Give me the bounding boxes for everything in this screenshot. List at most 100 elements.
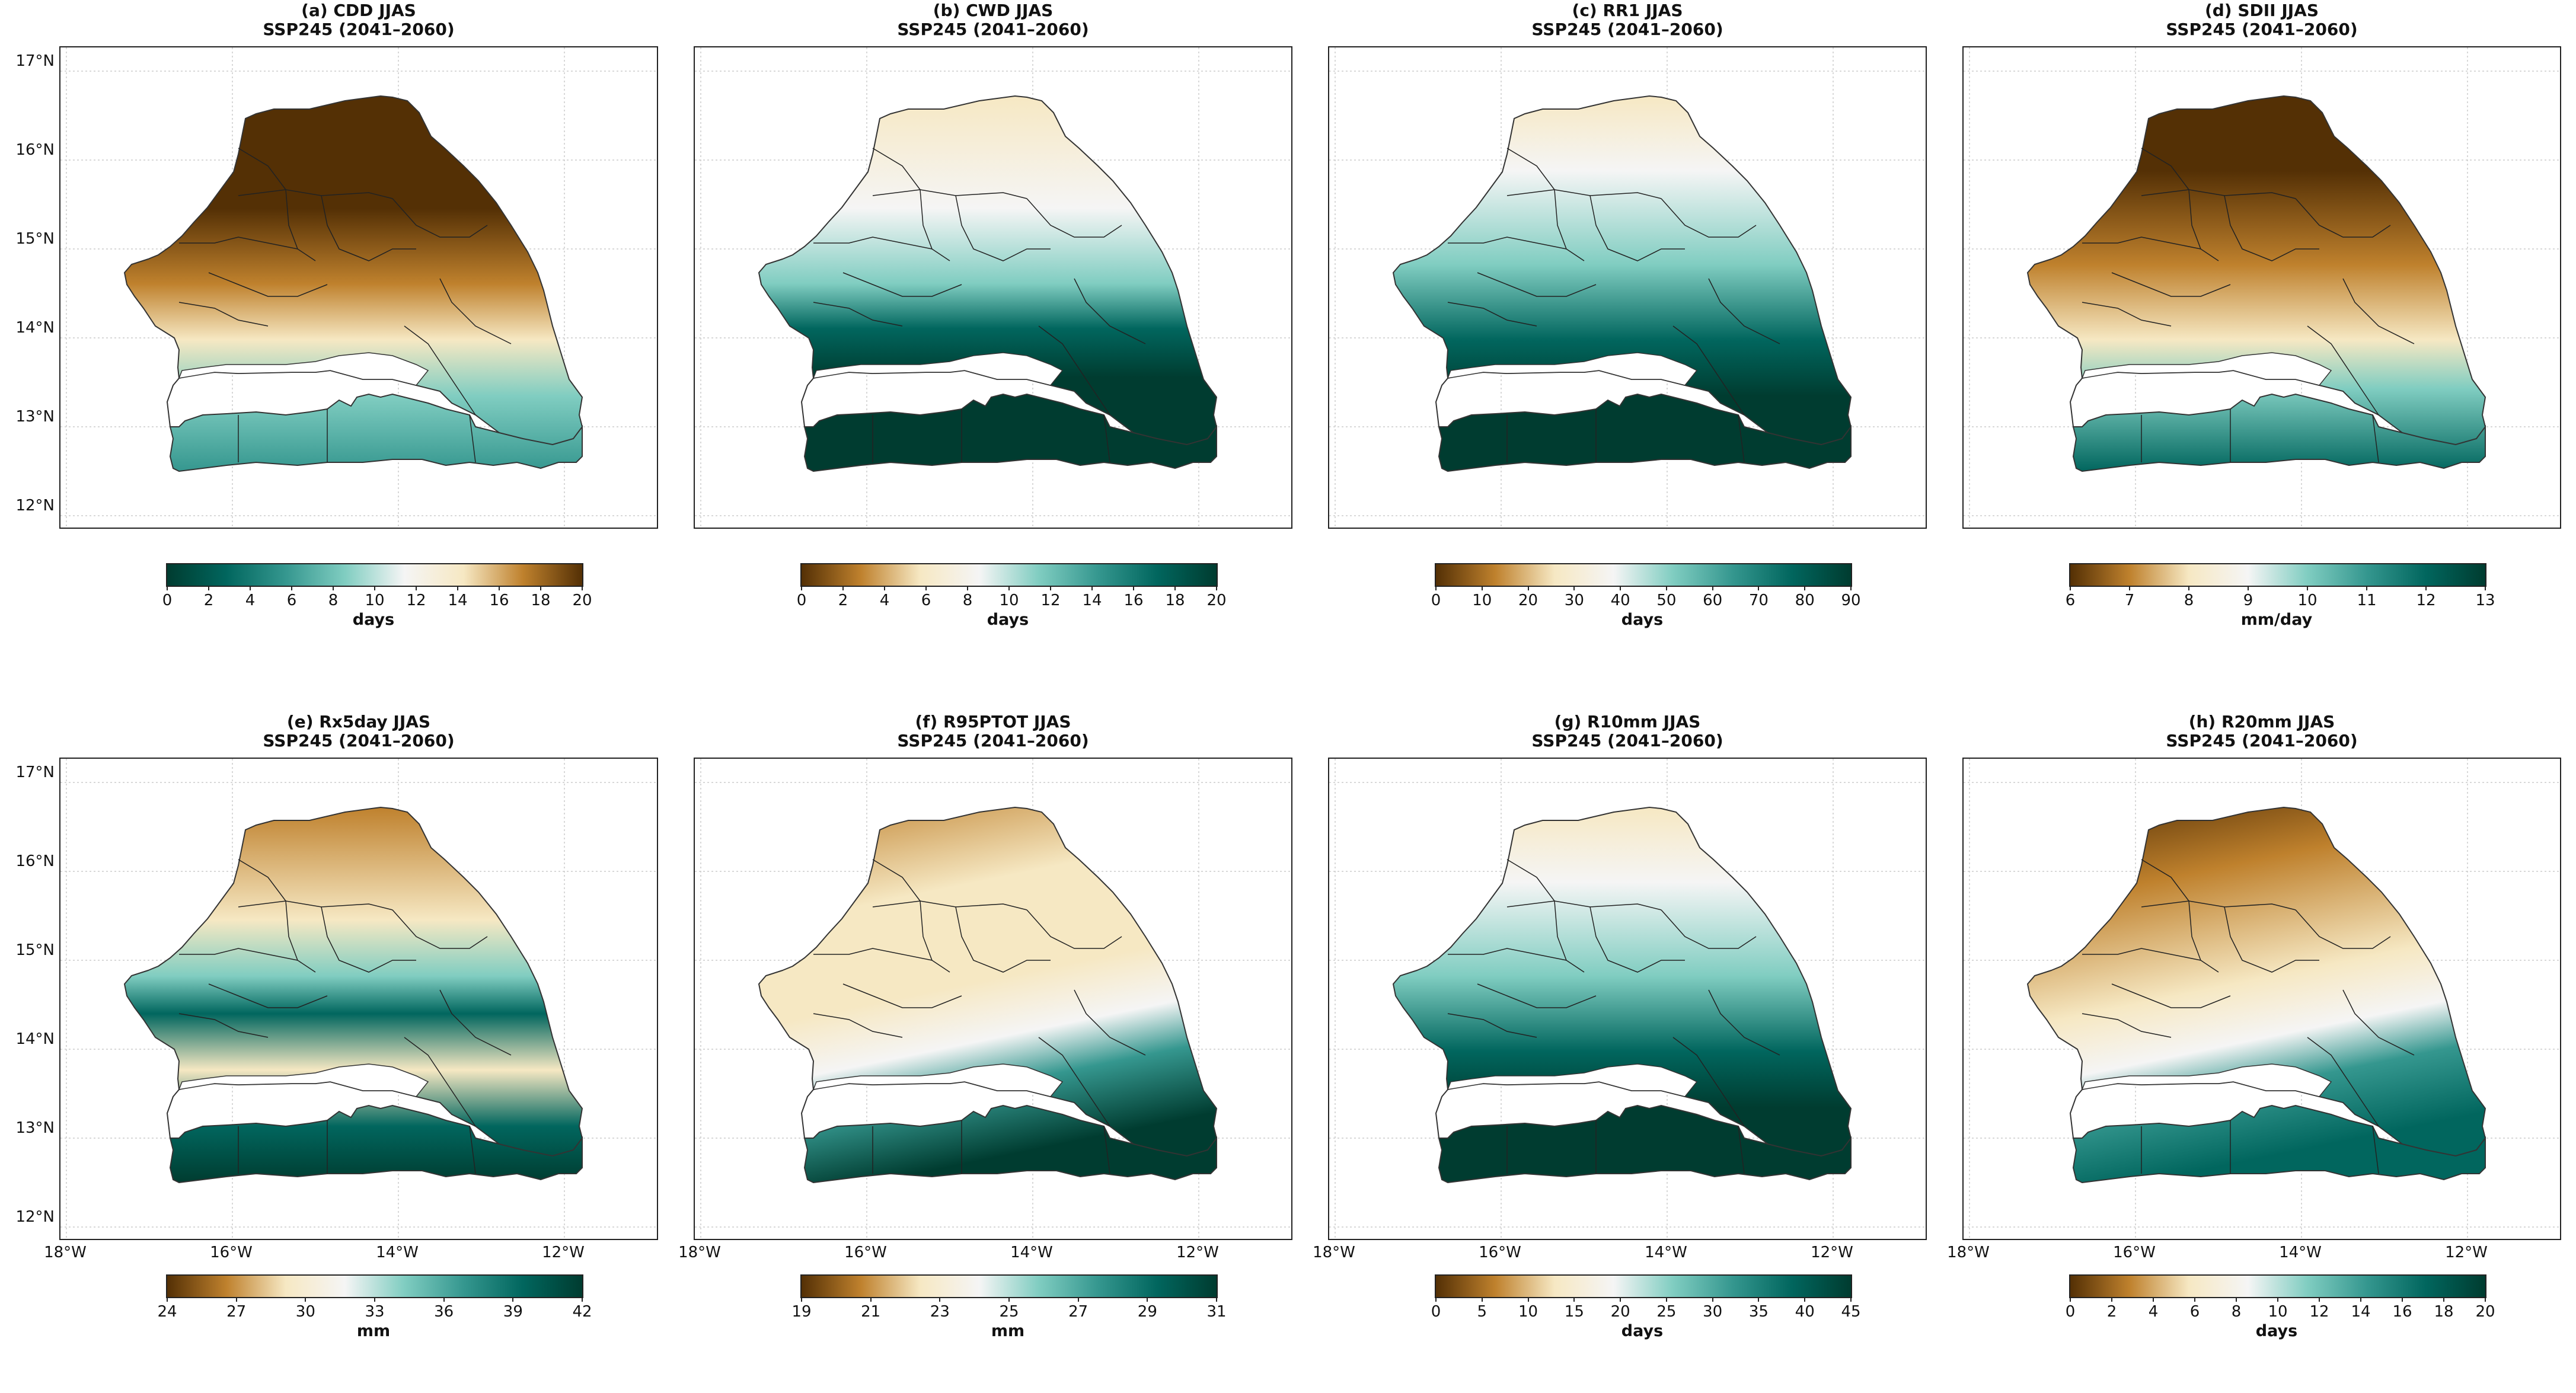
colorbar-tick-label: 36 [434,1303,454,1321]
colorbar-tickmark [801,586,802,590]
colorbar-tickmark [1573,1297,1575,1302]
colorbar-tick-label: 14 [2351,1303,2371,1321]
colorbar-unit: mm [991,1322,1025,1340]
map-svg [60,759,657,1239]
colorbar-tickmark [1804,586,1806,590]
region-boundary [1672,325,1745,416]
colorbar-tick-label: 10 [999,592,1019,609]
region-boundary [1103,414,1110,463]
region-boundary [813,302,903,327]
region-boundary [920,900,950,973]
region-boundary [2111,983,2231,1008]
colorbar-tickmark [2248,586,2249,590]
colorbar-tick-label: 12 [2416,592,2436,609]
colorbar [2069,563,2486,587]
panel-subtitle: SSP245 (2041–2060) [2166,731,2358,750]
region-boundary [1708,278,1780,344]
panel-title: (c) RR1 JJAS [1572,1,1683,20]
colorbar-tickmark [1091,586,1093,590]
lon-label: 12°W [542,1244,585,1261]
map-frame [694,758,1292,1240]
colorbar-tickmark [1435,586,1437,590]
colorbar-unit: mm [356,1322,391,1340]
colorbar-tickmark [2443,1297,2444,1302]
colorbar-tick-label: 33 [365,1303,385,1321]
panel-title: (e) Rx5day JJAS [286,712,431,731]
region-boundary [1589,906,1685,973]
colorbar-tickmark [1008,586,1010,590]
colorbar-tickmark [457,586,458,590]
gambia-cutout [178,1063,429,1097]
colorbar-tickmark [250,586,251,590]
country-shape [1392,95,1852,472]
lon-label: 18°W [44,1244,87,1261]
colorbar-tickmark [2188,586,2189,590]
colorbar-tick-label: 90 [1841,592,1861,609]
colorbar-tick-label: 42 [572,1303,592,1321]
region-boundary [238,859,286,902]
colorbar-tick-label: 21 [861,1303,881,1321]
colorbar-tick-label: 25 [1656,1303,1677,1321]
panel-subtitle: SSP245 (2041–2060) [1531,20,1723,39]
colorbar-tickmark [1712,1297,1713,1302]
colorbar-unit: days [1621,1322,1664,1340]
map-svg [60,47,657,528]
colorbar-tick-label: 60 [1703,592,1723,609]
colorbar-tick-label: 18 [2434,1303,2454,1321]
region-boundary [1038,1037,1110,1127]
region-boundary [238,148,286,190]
lon-label: 18°W [678,1244,721,1261]
colorbar-tick-label: 6 [921,592,931,609]
region-boundary [321,195,416,261]
map-panel: (a) CDD JJAS SSP245 (2041–2060) 17°N 16°N 15… [15,0,658,682]
region-boundary [2307,1037,2379,1127]
map-panel: (f) R95PTOT JJAS SSP245 (2041–2060) 18°W 16… [678,711,1292,1393]
region-boundary [1661,198,1757,238]
colorbar-tickmark [1665,1297,1667,1302]
lon-label: 16°W [844,1244,887,1261]
colorbar-tickmark [1850,586,1852,590]
colorbar-tickmark [884,586,885,590]
colorbar-tick-label: 20 [2475,1303,2495,1321]
colorbar-tickmark [1712,586,1713,590]
map-panel: (h) R20mm JJAS SSP245 (2041–2060) 18°W 16°W… [1947,711,2561,1393]
colorbar [1435,1274,1852,1298]
lon-label: 12°W [2445,1244,2488,1261]
map-panel: (c) RR1 JJAS SSP245 (2041–2060) 0 10 20 30 40 5… [1328,0,1927,682]
region-boundary [1506,148,1555,190]
colorbar-tick-label: 8 [2231,1303,2242,1321]
colorbar-tick-label: 25 [999,1303,1019,1321]
colorbar-tick-label: 0 [1431,1303,1441,1321]
colorbar [166,563,583,587]
region-boundary [1026,909,1122,949]
colorbar-tick-label: 12 [2309,1303,2329,1321]
colorbar-unit: mm/day [2240,611,2313,629]
colorbar-tickmark [2277,1297,2278,1302]
region-boundary [872,859,921,902]
gambia-cutout [2081,1063,2332,1097]
colorbar-tick-label: 29 [1137,1303,1157,1321]
lon-label: 14°W [1645,1244,1687,1261]
colorbar-tick-label: 7 [2124,592,2135,609]
region-boundary [920,189,950,261]
panel-subtitle: SSP245 (2041–2060) [263,731,455,750]
region-boundary [179,237,298,250]
colorbar-tick-label: 8 [2184,592,2194,609]
lat-label: 13°N [15,408,55,426]
panel-title: (d) SDII JJAS [2204,1,2319,20]
gambia-cutout [812,352,1064,386]
colorbar-tickmark [2485,1297,2486,1302]
gambia-cutout [1447,352,1698,386]
colorbar-tickmark [291,586,292,590]
colorbar-tick-label: 40 [1610,592,1630,609]
lon-label: 16°W [1479,1244,1521,1261]
region-boundary [1589,195,1685,261]
colorbar-tick-label: 4 [245,592,256,609]
colorbar-tick-label: 16 [489,592,509,609]
map-panel: (g) R10mm JJAS SSP245 (2041–2060) 18°W 16°W… [1313,711,1927,1393]
colorbar-tickmark [2070,1297,2071,1302]
colorbar-tickmark [1050,586,1051,590]
region-boundary [1447,1013,1537,1038]
lat-label: 17°N [15,52,55,70]
panel-subtitle: SSP245 (2041–2060) [897,731,1089,750]
